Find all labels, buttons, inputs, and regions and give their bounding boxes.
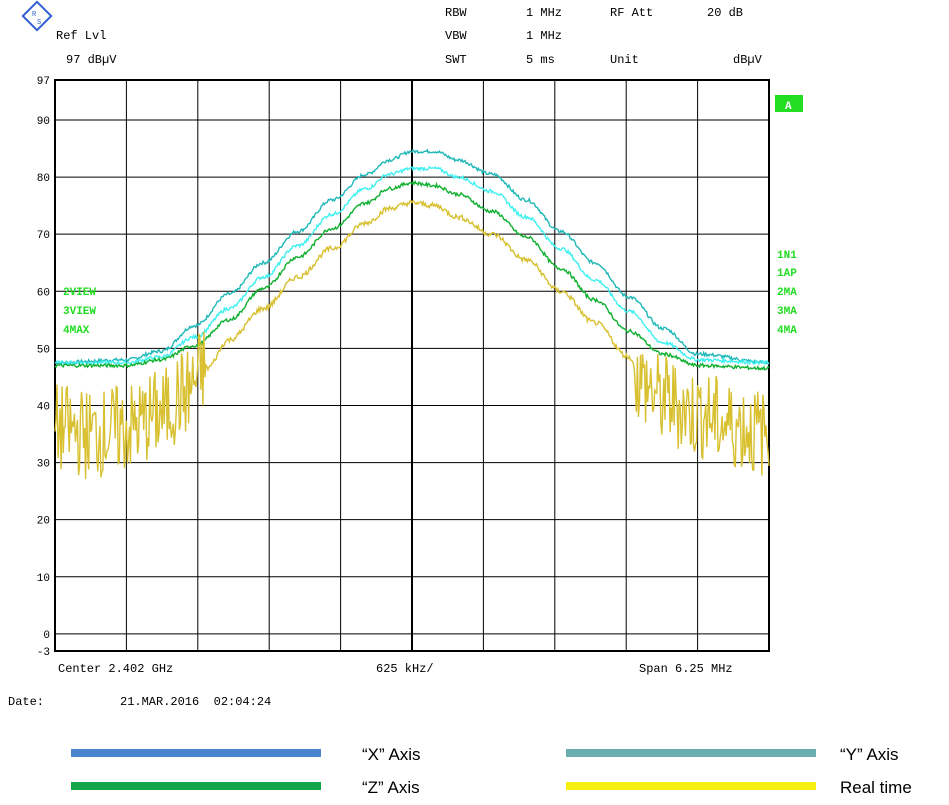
legend-swatch-z	[71, 782, 321, 790]
y-tick-labels: -3 0 10 20 30 40 50 60 70 80 90 97	[37, 76, 50, 659]
legend: “X” Axis “Y” Axis “Z” Axis Real time	[71, 745, 912, 797]
ref-lvl-value: 97 dBµV	[66, 53, 117, 67]
left-marker-4max: 4MAX	[63, 325, 90, 337]
right-marker-1ap: 1AP	[777, 268, 797, 280]
left-marker-labels: 2VIEW 3VIEW 4MAX	[63, 287, 96, 337]
vbw-value: 1 MHz	[526, 29, 562, 43]
center-frequency: Center 2.402 GHz	[58, 662, 173, 676]
legend-swatch-real-time	[566, 782, 816, 790]
per-division: 625 kHz/	[376, 662, 434, 676]
trace-1	[54, 148, 770, 366]
legend-label-z: “Z” Axis	[362, 778, 420, 797]
svg-text:S: S	[37, 19, 41, 27]
right-marker-3ma: 3MA	[777, 306, 797, 318]
span: Span 6.25 MHz	[639, 662, 733, 676]
y-tick-label: 60	[37, 287, 50, 299]
vbw-label: VBW	[445, 29, 467, 43]
svg-text:R: R	[32, 11, 37, 19]
rf-att-label: RF Att	[610, 6, 653, 20]
y-tick-label: 40	[37, 401, 50, 413]
date-label: Date:	[8, 695, 44, 709]
y-tick-label: 80	[37, 173, 50, 185]
y-tick-label: 50	[37, 344, 50, 356]
marker-a-badge	[775, 95, 803, 112]
left-marker-3view: 3VIEW	[63, 306, 96, 318]
y-tick-label: -3	[37, 647, 50, 659]
rbw-label: RBW	[445, 6, 467, 20]
grid	[55, 80, 769, 651]
y-tick-label: 10	[37, 573, 50, 585]
y-tick-label: 20	[37, 516, 50, 528]
right-marker-1n1: 1N1	[777, 250, 797, 262]
traces	[54, 148, 770, 480]
right-marker-labels: 1N1 1AP 2MA 3MA 4MA	[777, 250, 797, 337]
ref-lvl-label: Ref Lvl	[56, 29, 106, 43]
swt-label: SWT	[445, 53, 467, 67]
trace-2	[54, 165, 770, 367]
rf-att-value: 20 dB	[707, 6, 743, 20]
unit-label: Unit	[610, 53, 639, 67]
unit-value: dBµV	[733, 53, 763, 67]
date-value: 21.MAR.2016 02:04:24	[120, 695, 271, 709]
legend-swatch-x	[71, 749, 321, 757]
y-tick-label: 90	[37, 116, 50, 128]
y-tick-label: 97	[37, 76, 50, 88]
y-tick-label: 70	[37, 230, 50, 242]
left-marker-2view: 2VIEW	[63, 287, 96, 299]
legend-swatch-y	[566, 749, 816, 757]
right-marker-2ma: 2MA	[777, 287, 797, 299]
y-tick-label: 0	[43, 630, 50, 642]
y-tick-label: 30	[37, 459, 50, 471]
rohde-schwarz-logo: R S	[21, 0, 53, 32]
trace-3	[54, 179, 770, 371]
trace-4	[54, 199, 770, 480]
swt-value: 5 ms	[526, 53, 555, 67]
rbw-value: 1 MHz	[526, 6, 562, 20]
marker-a-label: A	[785, 101, 792, 113]
legend-label-real-time: Real time	[840, 778, 912, 797]
right-marker-4ma: 4MA	[777, 325, 797, 337]
legend-label-y: “Y” Axis	[840, 745, 899, 764]
legend-label-x: “X” Axis	[362, 745, 421, 764]
